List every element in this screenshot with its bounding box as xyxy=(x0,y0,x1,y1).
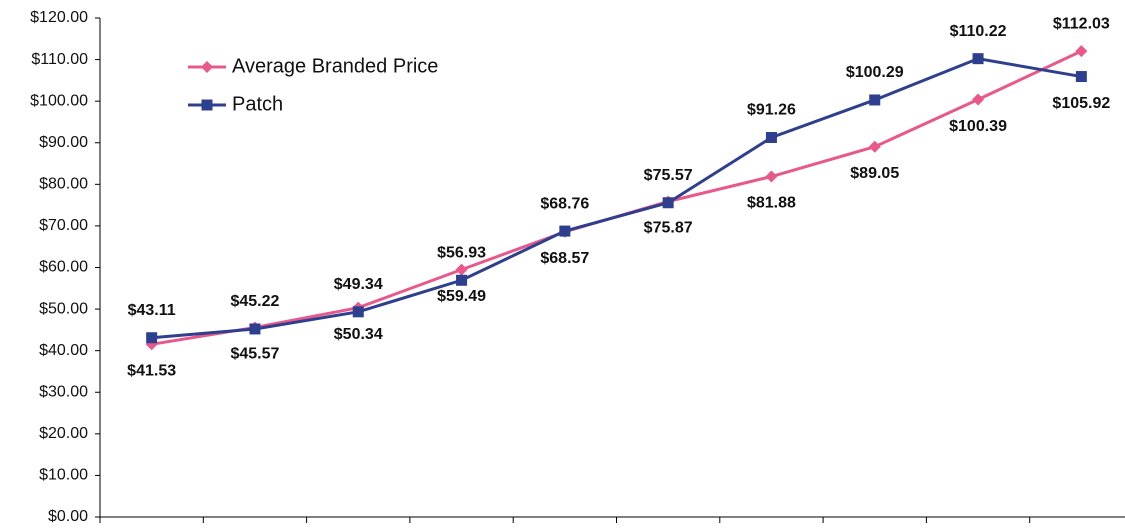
marker xyxy=(765,170,778,183)
value-label: $91.26 xyxy=(747,102,796,119)
marker xyxy=(662,197,674,209)
marker xyxy=(972,53,984,65)
marker xyxy=(456,274,468,286)
value-label: $50.34 xyxy=(334,326,383,343)
value-label: $100.39 xyxy=(949,118,1007,135)
y-tick-label: $90.00 xyxy=(39,134,88,151)
value-label: $110.22 xyxy=(950,23,1007,40)
y-tick-label: $30.00 xyxy=(39,383,88,400)
marker xyxy=(201,61,213,73)
y-tick-label: $0.00 xyxy=(48,508,88,525)
value-label: $56.93 xyxy=(437,244,486,261)
y-tick-label: $70.00 xyxy=(39,217,88,234)
value-label: $75.57 xyxy=(644,167,693,184)
marker xyxy=(1075,45,1088,58)
y-tick-label: $50.00 xyxy=(39,300,88,317)
value-label: $59.49 xyxy=(437,288,486,305)
value-label: $68.57 xyxy=(540,250,589,267)
y-tick-label: $60.00 xyxy=(39,259,88,276)
value-label: $68.76 xyxy=(540,195,589,212)
value-label: $100.29 xyxy=(846,64,904,81)
y-tick-label: $10.00 xyxy=(39,467,88,484)
y-tick-label: $100.00 xyxy=(30,92,88,109)
marker xyxy=(352,306,364,318)
value-label: $45.57 xyxy=(230,346,279,363)
marker xyxy=(201,99,213,111)
marker xyxy=(559,225,571,237)
marker xyxy=(972,93,985,106)
marker xyxy=(765,132,777,144)
value-label: $89.05 xyxy=(850,165,899,182)
marker xyxy=(1075,71,1087,83)
marker xyxy=(146,332,158,344)
series-line xyxy=(151,49,1082,346)
marker xyxy=(868,140,881,153)
y-tick-label: $40.00 xyxy=(39,342,88,359)
legend-label: Average Branded Price xyxy=(232,55,438,77)
value-label: $105.92 xyxy=(1052,95,1110,112)
value-label: $49.34 xyxy=(334,276,383,293)
y-tick-label: $120.00 xyxy=(30,9,88,26)
value-label: $43.11 xyxy=(128,302,176,319)
value-label: $41.53 xyxy=(127,363,176,380)
legend-label: Patch xyxy=(232,93,283,115)
y-tick-label: $80.00 xyxy=(39,176,88,193)
marker xyxy=(455,263,468,276)
y-tick-label: $110.00 xyxy=(31,51,88,68)
marker xyxy=(869,94,881,106)
value-label: $75.87 xyxy=(644,220,693,237)
marker xyxy=(249,323,261,335)
series-line xyxy=(151,57,1082,340)
value-label: $81.88 xyxy=(747,195,796,212)
y-tick-label: $20.00 xyxy=(39,425,88,442)
value-label: $45.22 xyxy=(230,293,279,310)
value-label: $112.03 xyxy=(1053,15,1110,32)
